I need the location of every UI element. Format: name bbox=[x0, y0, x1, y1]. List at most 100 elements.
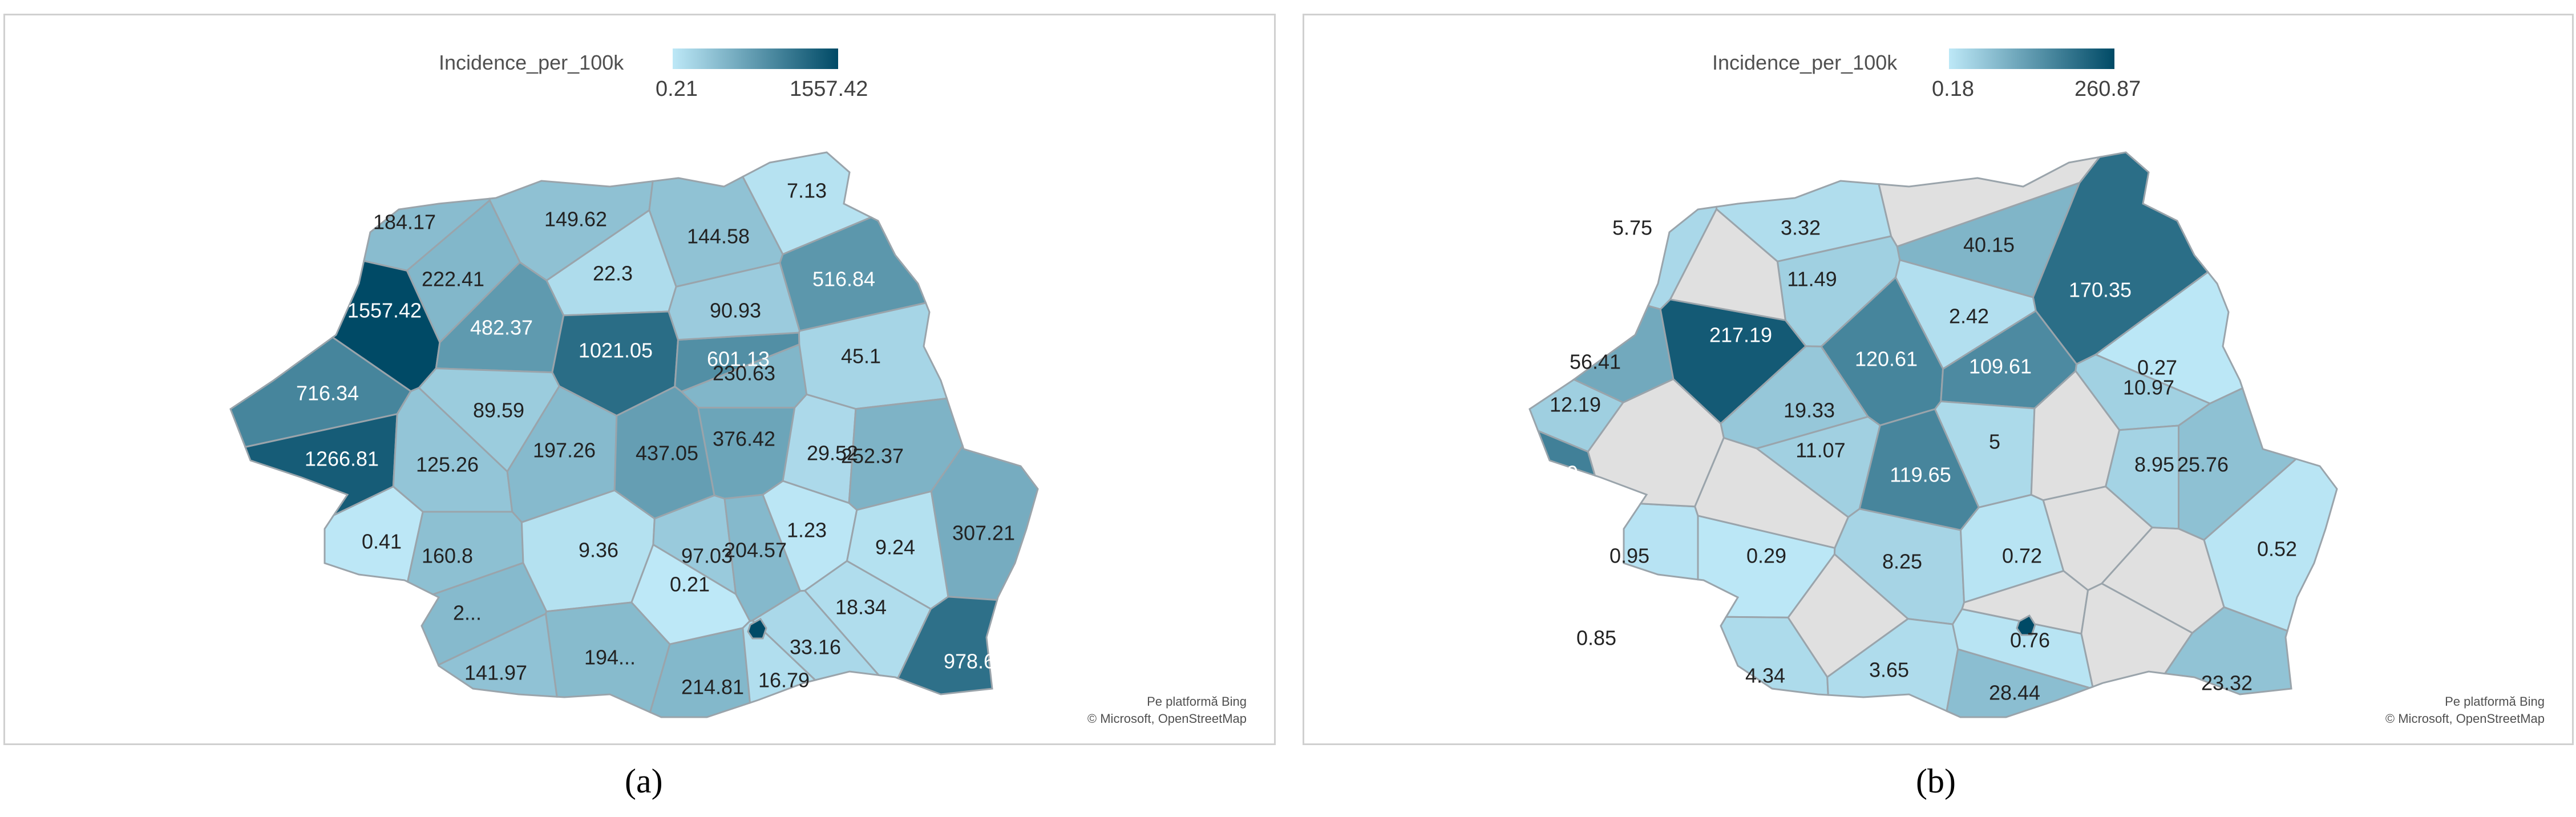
credit-line-1: Pe platformă Bing bbox=[1147, 694, 1247, 709]
region-value-label: 601.13 bbox=[707, 347, 770, 371]
region-value-label: 0.21 bbox=[670, 573, 710, 596]
region-value-label: 2... bbox=[453, 601, 482, 625]
choropleth-map: 7.13 184.17 149.62 144.58 516.84 222.41 22.3 15… bbox=[229, 151, 1039, 718]
county-region bbox=[1623, 503, 1699, 581]
labels-layer: 7.13 184.17 149.62 144.58 516.84 222.41 22.3 15… bbox=[296, 179, 1015, 699]
region-value-label: 217.19 bbox=[1709, 323, 1772, 347]
region-value-label: 144.58 bbox=[687, 225, 750, 248]
bucharest-region bbox=[747, 617, 767, 640]
caption-b: (b) bbox=[1916, 762, 1956, 800]
county-region bbox=[323, 486, 424, 583]
regions-layer bbox=[1528, 151, 2338, 718]
region-value-label: 3.32 bbox=[1781, 216, 1821, 240]
county-region bbox=[930, 444, 1039, 601]
caption-a: (a) bbox=[625, 762, 663, 800]
region-value-label: 9.36 bbox=[579, 539, 618, 562]
region-value-label: 0.52 bbox=[2257, 537, 2297, 561]
region-value-label: 11.49 bbox=[1787, 268, 1837, 291]
region-value-label: 45.1 bbox=[841, 345, 881, 368]
labels-layer: 5.75 3.32 40.15 11.49 170.35 56.41 2.42 217.19 1… bbox=[1515, 216, 2297, 705]
region-value-label: 1.23 bbox=[787, 519, 827, 542]
county-region bbox=[1694, 436, 1850, 549]
region-value-label: 197.26 bbox=[533, 439, 596, 462]
credit-line-2: © Microsoft, OpenStreetMap bbox=[1087, 711, 1247, 726]
county-region bbox=[2080, 583, 2194, 688]
region-value-label: 9.24 bbox=[875, 536, 915, 559]
credit-line-2: © Microsoft, OpenStreetMap bbox=[2385, 711, 2545, 726]
region-value-label: 29.52 bbox=[807, 442, 858, 465]
region-value-label: 12.19 bbox=[1550, 393, 1601, 416]
region-value-label: 0.72 bbox=[2002, 544, 2042, 568]
region-value-label: 1266.81 bbox=[305, 447, 379, 471]
region-value-label: 0.95 bbox=[1610, 544, 1649, 568]
region-value-label: 125.26 bbox=[416, 453, 479, 476]
region-value-label: 10.97 bbox=[2123, 376, 2174, 399]
region-value-label: 194... bbox=[584, 646, 636, 669]
region-value-label: 89.59 bbox=[473, 399, 524, 422]
region-value-label: 2.42 bbox=[1949, 305, 1989, 328]
region-value-label: 0.41 bbox=[362, 530, 402, 553]
region-value-label: 119.65 bbox=[1890, 463, 1951, 487]
region-value-label: 307.21 bbox=[952, 521, 1015, 545]
county-region bbox=[1669, 208, 1787, 322]
region-value-label: 28.44 bbox=[1989, 681, 2040, 705]
region-value-label: 230.63 bbox=[713, 362, 775, 385]
region-value-label: 716.34 bbox=[296, 382, 359, 405]
region-value-label: 482.37 bbox=[470, 316, 533, 339]
legend-gradient-bar bbox=[1949, 48, 2114, 69]
region-value-label: 90.93 bbox=[710, 299, 761, 322]
region-value-label: 25.76 bbox=[2177, 453, 2229, 476]
bucharest-region bbox=[2016, 614, 2036, 636]
region-value-label: 376.42 bbox=[713, 427, 775, 451]
region-value-label: 5 bbox=[1989, 430, 2000, 454]
map-credit: Pe platformă Bing © Microsoft, OpenStree… bbox=[1087, 693, 1247, 727]
region-value-label: 0.27 bbox=[2137, 356, 2177, 379]
region-value-label: 120.61 bbox=[1855, 347, 1918, 371]
county-region bbox=[1878, 156, 2102, 248]
region-value-label: 5.75 bbox=[1612, 216, 1652, 240]
region-value-label: 1557.42 bbox=[347, 299, 422, 322]
choropleth-map: 5.75 3.32 40.15 11.49 170.35 56.41 2.42 217.19 1… bbox=[1515, 151, 2338, 718]
region-value-label: 149.62 bbox=[544, 208, 607, 231]
region-value-label: 109.61 bbox=[1969, 355, 2032, 378]
legend-title: Incidence_per_100k bbox=[1712, 51, 1898, 74]
region-value-label: 141.97 bbox=[464, 661, 527, 685]
legend-min: 0.18 bbox=[1932, 77, 1974, 101]
regions-layer bbox=[229, 151, 1039, 718]
region-value-label: 204.57 bbox=[724, 539, 787, 562]
region-value-label: 4.34 bbox=[1745, 664, 1785, 687]
region-value-label: 11.07 bbox=[1795, 439, 1845, 462]
region-value-label: 23.32 bbox=[2201, 672, 2253, 695]
county-region bbox=[896, 596, 998, 695]
region-value-label: 252.37 bbox=[841, 444, 904, 468]
region-value-label: 214.81 bbox=[681, 676, 744, 699]
legend-max: 1557.42 bbox=[790, 77, 868, 101]
map-credit: Pe platformă Bing © Microsoft, OpenStree… bbox=[2385, 693, 2545, 727]
region-value-label: 978.66 bbox=[944, 650, 1006, 673]
region-value-label: 516.84 bbox=[812, 268, 875, 291]
region-value-label: 8.25 bbox=[1882, 550, 1922, 573]
region-value-label: 18.34 bbox=[835, 596, 887, 619]
region-value-label: 33.16 bbox=[790, 636, 841, 659]
region-value-label: 40.15 bbox=[1963, 233, 2015, 257]
region-value-label: 0.85 bbox=[1576, 626, 1616, 650]
region-value-label: 222.41 bbox=[422, 268, 484, 291]
region-value-label: 1021.05 bbox=[579, 339, 653, 362]
map-panel-b: Incidence_per_100k 0.18 260.87 5.75 3.32 4… bbox=[1303, 14, 2574, 745]
region-value-label: 22.3 bbox=[593, 262, 633, 285]
region-value-label: 8.95 bbox=[2134, 453, 2174, 476]
region-value-label: 56.41 bbox=[1570, 350, 1621, 374]
region-value-label: 170.35 bbox=[2069, 278, 2132, 302]
legend-max: 260.87 bbox=[2074, 77, 2141, 101]
legend-gradient-bar bbox=[673, 48, 838, 69]
county-region bbox=[742, 619, 817, 704]
region-value-label: 184.17 bbox=[373, 211, 436, 234]
map-panel-a: Incidence_per_100k 0.21 1557.42 7.13 184.… bbox=[3, 14, 1276, 745]
region-value-label: 129.89 bbox=[1515, 462, 1578, 485]
region-value-label: 160.8 bbox=[422, 544, 473, 568]
region-value-label: 19.33 bbox=[1784, 399, 1835, 422]
region-value-label: 97.03 bbox=[681, 544, 733, 568]
county-region bbox=[1787, 553, 1910, 678]
region-value-label: 437.05 bbox=[636, 442, 698, 465]
legend-title: Incidence_per_100k bbox=[439, 51, 624, 74]
